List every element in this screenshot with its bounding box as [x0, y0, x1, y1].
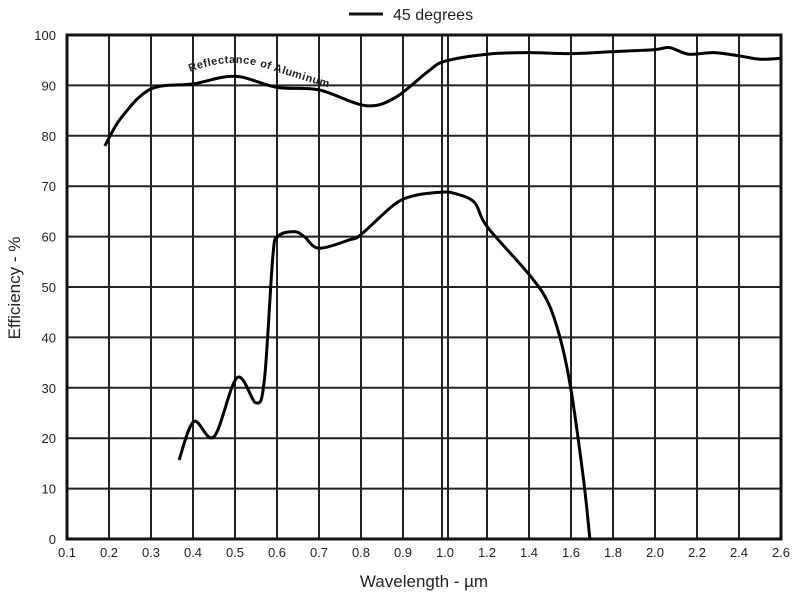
reflectance-line [103, 45, 782, 147]
y-tick-label: 0 [49, 532, 56, 547]
x-tick-label: 0.2 [100, 545, 118, 560]
x-tick-label: 0.4 [184, 545, 202, 560]
y-tick-label: 80 [42, 129, 56, 144]
x-tick-label: 1.6 [562, 545, 580, 560]
x-tick-label: 0.1 [58, 545, 76, 560]
x-axis-title: Wavelength - µm [360, 572, 488, 591]
series-lines [103, 45, 782, 540]
x-tick-label: 0.5 [226, 545, 244, 560]
x-tick-label: 0.3 [142, 545, 160, 560]
plot-frame [65, 33, 783, 541]
y-tick-labels: 0 10 20 30 40 50 60 70 80 90 100 [34, 28, 56, 547]
efficiency-line [177, 190, 592, 540]
y-tick-label: 100 [34, 28, 56, 43]
x-tick-label: 2.4 [730, 545, 748, 560]
y-axis-title: Efficiency - % [5, 237, 24, 340]
legend: 45 degrees [349, 7, 473, 24]
x-tick-label: 2.2 [688, 545, 706, 560]
y-tick-label: 10 [42, 482, 56, 497]
x-tick-label: 0.9 [394, 545, 412, 560]
y-tick-label: 40 [42, 330, 56, 345]
x-tick-label: 1.0 [436, 545, 454, 560]
y-tick-label: 60 [42, 230, 56, 245]
x-tick-label: 0.8 [352, 545, 370, 560]
x-tick-label: 2.6 [772, 545, 790, 560]
y-tick-label: 90 [42, 78, 56, 93]
y-tick-label: 20 [42, 431, 56, 446]
x-tick-label: 1.2 [478, 545, 496, 560]
x-tick-label: 2.0 [646, 545, 664, 560]
x-tick-label: 0.7 [310, 545, 328, 560]
legend-label: 45 degrees [393, 7, 473, 24]
y-tick-label: 30 [42, 381, 56, 396]
x-tick-labels: 0.1 0.2 0.3 0.4 0.5 0.6 0.7 0.8 0.9 1.0 1.2 1.4 1.6 1… [58, 545, 790, 560]
x-tick-label: 0.6 [268, 545, 286, 560]
grid [67, 35, 781, 539]
y-tick-label: 50 [42, 280, 56, 295]
x-tick-label: 1.4 [520, 545, 538, 560]
y-tick-label: 70 [42, 179, 56, 194]
x-tick-label: 1.8 [604, 545, 622, 560]
